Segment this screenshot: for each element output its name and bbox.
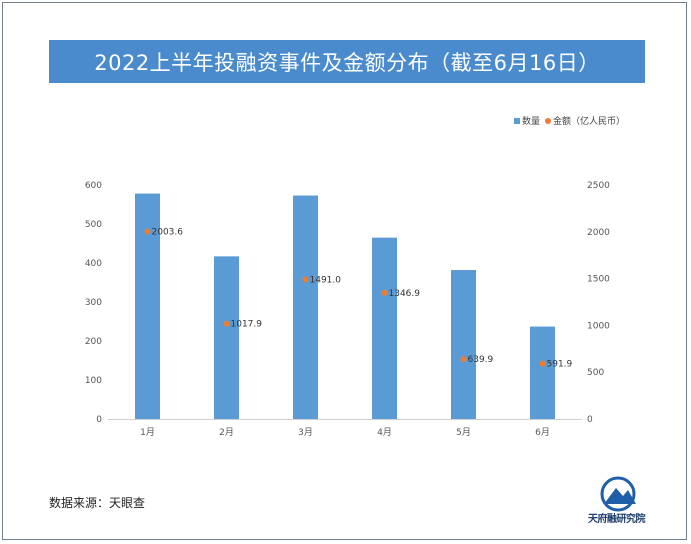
- data-label-4: 1346.9: [389, 289, 421, 299]
- point-4: [381, 289, 388, 296]
- point-5: [460, 356, 467, 363]
- point-2: [223, 320, 230, 327]
- y-left-tick-label: 100: [85, 376, 102, 386]
- data-label-6: 591.9: [547, 360, 573, 370]
- point-6: [539, 360, 546, 367]
- legend-dot-swatch: [545, 117, 552, 124]
- x-tick-label: 3月: [298, 427, 313, 438]
- data-label-2: 1017.9: [231, 320, 263, 330]
- x-tick-label: 1月: [140, 427, 155, 438]
- point-3: [302, 276, 309, 283]
- y-right-tick-label: 2500: [587, 181, 610, 191]
- y-left-tick-label: 0: [96, 415, 102, 425]
- bar-4: [372, 237, 397, 419]
- x-tick-label: 5月: [456, 427, 471, 438]
- bar-5: [451, 270, 476, 419]
- point-1: [144, 228, 151, 235]
- y-right-tick-label: 2000: [587, 228, 610, 238]
- bar-2: [214, 256, 239, 419]
- y-right-tick-label: 500: [587, 368, 604, 378]
- logo-icon: [600, 476, 636, 512]
- y-left-tick-label: 200: [85, 337, 102, 347]
- bar-6: [530, 326, 555, 419]
- data-label-5: 639.9: [468, 355, 494, 365]
- y-right-tick-label: 0: [587, 415, 593, 425]
- data-label-1: 2003.6: [152, 227, 184, 237]
- y-right-tick-label: 1000: [587, 321, 610, 331]
- x-tick-label: 2月: [219, 427, 234, 438]
- logo-text: 天府融研究院: [588, 514, 646, 525]
- x-tick-label: 4月: [377, 427, 392, 438]
- chart-title: 2022上半年投融资事件及金额分布（截至6月16日）: [49, 40, 645, 83]
- chart-title-text: 2022上半年投融资事件及金额分布（截至6月16日）: [94, 50, 600, 75]
- y-left-tick-label: 500: [85, 220, 102, 230]
- y-left-tick-label: 600: [85, 181, 102, 191]
- data-source: 数据来源：天眼查: [49, 496, 146, 510]
- bar-3: [293, 195, 318, 419]
- legend: 数量 金额（亿人民币）: [514, 114, 625, 127]
- x-tick-label: 6月: [535, 427, 550, 438]
- legend-bar-label: 数量: [522, 117, 541, 127]
- data-label-3: 1491.0: [310, 275, 342, 285]
- y-right-tick-label: 1500: [587, 275, 610, 285]
- y-left-tick-label: 400: [85, 259, 102, 269]
- legend-bar-swatch: [514, 117, 520, 124]
- legend-dot-label: 金额（亿人民币）: [553, 117, 626, 127]
- y-left-tick-label: 300: [85, 298, 102, 308]
